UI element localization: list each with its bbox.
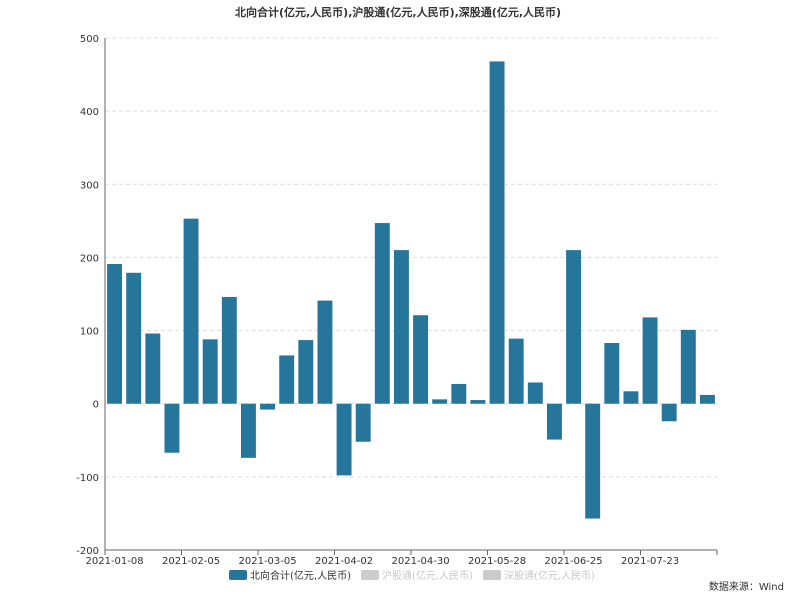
y-tick-label: 200: [80, 253, 99, 264]
chart-title: 北向合计(亿元,人民币),沪股通(亿元,人民币),深股通(亿元,人民币): [234, 6, 562, 19]
bar: [374, 223, 390, 404]
bar: [202, 339, 218, 404]
data-source-note: 数据来源：Wind: [708, 582, 784, 593]
legend-item-shenzhen-connect[interactable]: 深股通(亿元,人民币): [482, 567, 595, 582]
x-tick-label: 2021-05-28: [468, 556, 526, 567]
bar: [566, 250, 582, 404]
y-tick-label: 300: [80, 180, 99, 191]
bar: [432, 399, 448, 404]
x-tick-label: 2021-06-25: [545, 556, 603, 567]
bar: [279, 355, 295, 404]
bar: [508, 338, 524, 404]
bar: [107, 264, 123, 404]
bar: [221, 296, 237, 404]
x-tick-label: 2021-04-30: [392, 556, 450, 567]
y-tick-label: 500: [80, 34, 99, 45]
y-tick-label: 100: [80, 327, 99, 338]
y-tick-label: 0: [93, 400, 99, 411]
legend-swatch: [229, 569, 247, 580]
bar: [393, 250, 409, 404]
bar: [298, 340, 314, 404]
chart-legend: 北向合计(亿元,人民币) 沪股通(亿元,人民币) 深股通(亿元,人民币): [229, 567, 595, 582]
y-tick-label: -100: [76, 473, 99, 484]
bar: [470, 400, 486, 404]
bar: [145, 333, 161, 404]
bar: [527, 382, 543, 404]
bar: [680, 329, 696, 404]
bar: [451, 383, 467, 404]
bar: [317, 300, 333, 404]
x-tick-label: 2021-04-02: [315, 556, 373, 567]
bar: [623, 391, 639, 404]
bar: [661, 403, 677, 422]
bar: [699, 394, 715, 404]
legend-label: 北向合计(亿元,人民币): [250, 571, 351, 582]
bar: [126, 272, 142, 404]
legend-item-shanghai-connect[interactable]: 沪股通(亿元,人民币): [360, 567, 473, 582]
bar: [336, 403, 352, 476]
legend-swatch: [360, 569, 379, 580]
bar: [240, 403, 256, 458]
bar: [183, 218, 199, 404]
bar: [489, 61, 505, 404]
bar: [164, 403, 180, 453]
legend-swatch: [482, 569, 501, 580]
bar: [355, 403, 371, 442]
bar: [260, 403, 276, 410]
bar: [546, 403, 562, 440]
x-tick-label: 2021-03-05: [239, 556, 297, 567]
bar: [413, 315, 429, 404]
x-tick-label: 2021-02-05: [162, 556, 220, 567]
bar: [604, 343, 620, 404]
legend-label: 深股通(亿元,人民币): [503, 571, 595, 582]
x-tick-label: 2021-07-23: [621, 556, 679, 567]
y-tick-label: -200: [76, 546, 99, 557]
bar: [642, 317, 658, 404]
legend-item-northbound[interactable]: 北向合计(亿元,人民币): [229, 567, 351, 582]
legend-label: 沪股通(亿元,人民币): [381, 571, 473, 582]
x-tick-label: 2021-01-08: [86, 556, 144, 567]
y-tick-label: 400: [80, 107, 99, 118]
bar: [585, 403, 601, 519]
